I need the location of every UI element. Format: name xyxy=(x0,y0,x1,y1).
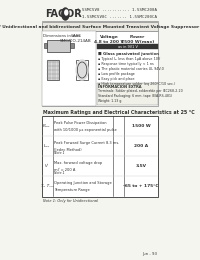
Circle shape xyxy=(76,60,88,80)
Bar xyxy=(97,44,158,49)
Bar xyxy=(42,31,96,106)
Text: -65 to + 175°C: -65 to + 175°C xyxy=(123,184,159,188)
Bar xyxy=(42,22,158,31)
Text: FAGOR: FAGOR xyxy=(45,9,82,19)
Text: Terminals: Solder plated, solderable per IEC268-2-20: Terminals: Solder plated, solderable per… xyxy=(98,89,183,93)
Bar xyxy=(44,43,47,48)
Text: ▪ The plastic material carries UL 94V-0: ▪ The plastic material carries UL 94V-0 xyxy=(98,67,164,71)
Text: (Jedec Method): (Jedec Method) xyxy=(54,148,82,152)
Text: 1500 W Unidirectional and bidirectional Surface Mounted Transient Voltage Suppre: 1500 W Unidirectional and bidirectional … xyxy=(0,24,200,29)
Text: Max. forward voltage drop: Max. forward voltage drop xyxy=(54,161,102,165)
Text: Standard Packaging: 6 mm. tape (EIA-RS-481): Standard Packaging: 6 mm. tape (EIA-RS-4… xyxy=(98,94,172,98)
Text: Pₚₚₖ: Pₚₚₖ xyxy=(43,124,51,128)
Text: 1.5SMC5V8C ....... 1.5SMC200CA: 1.5SMC5V8C ....... 1.5SMC200CA xyxy=(82,15,157,19)
Bar xyxy=(42,116,158,197)
Text: Vⁱ: Vⁱ xyxy=(45,164,49,168)
Circle shape xyxy=(65,10,68,15)
Text: Weight: 1.13 g: Weight: 1.13 g xyxy=(98,99,122,103)
Text: 1500 W: 1500 W xyxy=(132,124,151,128)
Text: Temperature Range: Temperature Range xyxy=(54,188,90,192)
Text: mIⁱ = 200 A: mIⁱ = 200 A xyxy=(54,168,75,172)
Bar xyxy=(97,83,158,105)
Text: ■ Glass passivated junction: ■ Glass passivated junction xyxy=(98,52,159,56)
Text: Maximum Ratings and Electrical Characteristics at 25 °C: Maximum Ratings and Electrical Character… xyxy=(43,110,195,115)
Text: 1.5SMC5V8 ........... 1.5SMC200A: 1.5SMC5V8 ........... 1.5SMC200A xyxy=(77,8,157,12)
Text: with 10/1000 μs exponential pulse: with 10/1000 μs exponential pulse xyxy=(54,128,117,132)
Text: 3.5V: 3.5V xyxy=(136,164,147,168)
Text: Peak Forward Surge Current 8.3 ms.: Peak Forward Surge Current 8.3 ms. xyxy=(54,141,119,145)
Text: Note 1: Note 1 xyxy=(54,151,65,155)
Text: CASE
SMC/DO-214AB: CASE SMC/DO-214AB xyxy=(60,34,92,43)
Text: ▪ High temperature solder (eq 260°C/10 sec.): ▪ High temperature solder (eq 260°C/10 s… xyxy=(98,82,176,86)
Text: Dimensions in mm.: Dimensions in mm. xyxy=(43,34,81,38)
Text: as in 9V1 V: as in 9V1 V xyxy=(118,44,137,49)
Text: Jun - 93: Jun - 93 xyxy=(142,252,157,256)
Bar xyxy=(47,60,59,80)
Text: Tⱼ, Tₛₜₕ: Tⱼ, Tₛₜₕ xyxy=(41,184,53,188)
Text: ▪ Easy pick and place: ▪ Easy pick and place xyxy=(98,77,135,81)
Bar xyxy=(47,40,70,52)
Text: ▪ Response time typically < 1 ns: ▪ Response time typically < 1 ns xyxy=(98,62,154,66)
Text: ▪ Low profile package: ▪ Low profile package xyxy=(98,72,135,76)
Text: 200 A: 200 A xyxy=(134,144,148,148)
Text: Note 1: Note 1 xyxy=(54,171,65,175)
Text: Note 1: Only for Unidirectional: Note 1: Only for Unidirectional xyxy=(43,199,98,203)
Bar xyxy=(42,31,158,106)
Text: ▪ Typical Iₘ less than 1μA above 10V: ▪ Typical Iₘ less than 1μA above 10V xyxy=(98,57,160,61)
Text: Power
1500 W(max): Power 1500 W(max) xyxy=(121,35,154,44)
Text: Peak Pulse Power Dissipation: Peak Pulse Power Dissipation xyxy=(54,121,107,125)
Text: Voltage
4.8 to 200 V: Voltage 4.8 to 200 V xyxy=(94,35,124,44)
Text: Iₚₚₖ: Iₚₚₖ xyxy=(44,144,50,148)
Bar xyxy=(76,60,88,80)
Text: INFORMACION EXTRA: INFORMACION EXTRA xyxy=(98,84,142,88)
Bar xyxy=(70,43,74,48)
Text: Operating Junction and Storage: Operating Junction and Storage xyxy=(54,181,112,185)
Circle shape xyxy=(62,8,69,20)
